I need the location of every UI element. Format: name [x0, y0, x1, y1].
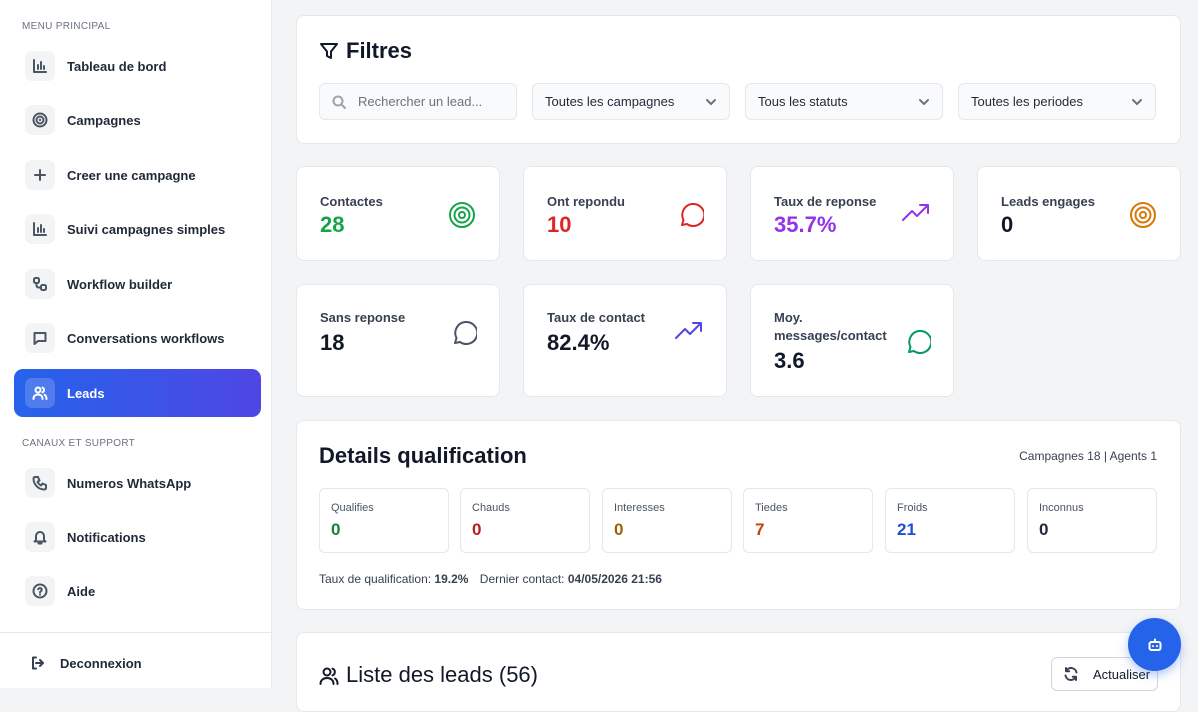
- nav-label: Creer une campagne: [67, 167, 196, 183]
- nav-label: Numeros WhatsApp: [67, 475, 192, 491]
- stat-value: 3.6: [774, 348, 805, 373]
- search-placeholder: Rechercher un lead...: [358, 94, 483, 109]
- stat-value: 35.7%: [774, 212, 837, 237]
- nav-item[interactable]: Suivi campagnes simples: [14, 205, 261, 253]
- stat-value: 28: [320, 212, 345, 237]
- qual-value: 0: [614, 520, 624, 539]
- nav-label: Campagnes: [67, 112, 141, 128]
- stat-icon: [454, 321, 477, 345]
- stat-icon: [449, 202, 475, 228]
- stat-label: Taux de contact: [547, 310, 646, 325]
- nav-item[interactable]: Tableau de bord: [14, 42, 261, 90]
- qual-box: Tiedes 7: [743, 488, 873, 553]
- nav-label: Conversations workflows: [67, 330, 225, 346]
- stat-card: Contactes 28: [296, 166, 500, 261]
- select-label: Tous les statuts: [758, 94, 848, 109]
- qual-box: Inconnus 0: [1027, 488, 1157, 553]
- nav-item[interactable]: Aide: [14, 567, 261, 615]
- stat-label: Taux de reponse: [774, 194, 877, 209]
- stat-value: 10: [547, 212, 572, 237]
- nav-item[interactable]: Workflow builder: [14, 260, 261, 308]
- assistant-button[interactable]: [1128, 618, 1181, 671]
- logout-label: Deconnexion: [60, 655, 142, 671]
- filters-title: Filtres: [346, 38, 413, 63]
- stat-card: Moy. messages/contact 3.6: [750, 284, 954, 397]
- qualification-card: Details qualification Campagnes 18 | Age…: [296, 420, 1181, 610]
- users-icon: [319, 667, 339, 685]
- select-campaign[interactable]: Toutes les campagnes: [532, 83, 730, 120]
- qual-label: Qualifies: [331, 502, 374, 514]
- qualification-footer: Taux de qualification: 19.2% Dernier con…: [319, 572, 662, 586]
- select-status[interactable]: Tous les statuts: [745, 83, 943, 120]
- nav-item-active[interactable]: Leads: [14, 369, 261, 417]
- qual-label: Chauds: [472, 502, 510, 514]
- select-period[interactable]: Toutes les periodes: [958, 83, 1156, 120]
- nav-label: Notifications: [67, 529, 146, 545]
- stat-value: 18: [320, 330, 345, 355]
- qual-label: Inconnus: [1039, 502, 1084, 514]
- stat-icon: [902, 204, 929, 221]
- stat-icon: [675, 322, 702, 339]
- last-contact-value: 04/05/2026 21:56: [567, 572, 662, 586]
- qual-label: Tiedes: [755, 502, 788, 514]
- select-label: Toutes les periodes: [971, 94, 1084, 109]
- stat-label: Ont repondu: [547, 194, 625, 209]
- stat-label: Contactes: [320, 194, 383, 209]
- stat-card: Taux de reponse 35.7%: [750, 166, 954, 261]
- leads-list-title: Liste des leads (56): [346, 662, 538, 687]
- nav-label: Workflow builder: [67, 276, 173, 292]
- nav-item[interactable]: Conversations workflows: [14, 314, 261, 362]
- nav-item[interactable]: Notifications: [14, 513, 261, 561]
- qual-value: 0: [331, 520, 341, 539]
- qual-box: Qualifies 0: [319, 488, 449, 553]
- search-input[interactable]: Rechercher un lead...: [319, 83, 517, 120]
- sidebar: MENU PRINCIPAL Tableau de bord Campagnes…: [0, 0, 272, 688]
- filters-card: Filtres Rechercher un lead... Toutes les…: [296, 15, 1181, 144]
- stat-card: Leads engages 0: [977, 166, 1181, 261]
- stat-icon: [908, 330, 931, 354]
- qualification-title: Details qualification: [319, 443, 527, 468]
- stat-card: Ont repondu 10: [523, 166, 727, 261]
- stat-icon: [1130, 202, 1156, 228]
- divider: [0, 632, 271, 633]
- logout[interactable]: Deconnexion: [30, 655, 142, 671]
- last-contact-label: Dernier contact:: [479, 572, 565, 586]
- stat-icon: [681, 203, 704, 227]
- select-label: Toutes les campagnes: [545, 94, 675, 109]
- qual-box: Froids 21: [885, 488, 1015, 553]
- qual-value: 0: [1039, 520, 1049, 539]
- nav-label: Tableau de bord: [67, 58, 167, 74]
- stat-value: 0: [1001, 212, 1014, 237]
- qualification-summary: Campagnes 18 | Agents 1: [1019, 449, 1157, 463]
- stat-card: Sans reponse 18: [296, 284, 500, 397]
- stat-label: Moy. messages/contact: [774, 310, 887, 343]
- nav-item[interactable]: Numeros WhatsApp: [14, 459, 261, 507]
- qual-value: 0: [472, 520, 482, 539]
- stat-card: Taux de contact 82.4%: [523, 284, 727, 397]
- filter-icon: [320, 43, 338, 59]
- qual-value: 7: [755, 520, 765, 539]
- nav-label: Leads: [67, 385, 105, 401]
- stat-label: Leads engages: [1001, 194, 1095, 209]
- rate-label: Taux de qualification:: [319, 572, 432, 586]
- qual-label: Froids: [897, 502, 928, 514]
- nav-item[interactable]: Campagnes: [14, 96, 261, 144]
- nav-label: Suivi campagnes simples: [67, 221, 226, 237]
- stat-label: Sans reponse: [320, 310, 406, 325]
- nav-item[interactable]: Creer une campagne: [14, 151, 261, 199]
- section-title: CANAUX ET SUPPORT: [22, 438, 136, 449]
- stat-value: 82.4%: [547, 330, 610, 355]
- rate-value: 19.2%: [434, 572, 469, 586]
- qual-box: Interesses 0: [602, 488, 732, 553]
- qual-value: 21: [897, 520, 916, 539]
- qual-label: Interesses: [614, 502, 665, 514]
- section-title: MENU PRINCIPAL: [22, 21, 111, 32]
- nav-label: Aide: [67, 583, 96, 599]
- qual-box: Chauds 0: [460, 488, 590, 553]
- leads-list-card: Liste des leads (56) Actualiser: [296, 632, 1181, 712]
- refresh-label: Actualiser: [1093, 666, 1151, 682]
